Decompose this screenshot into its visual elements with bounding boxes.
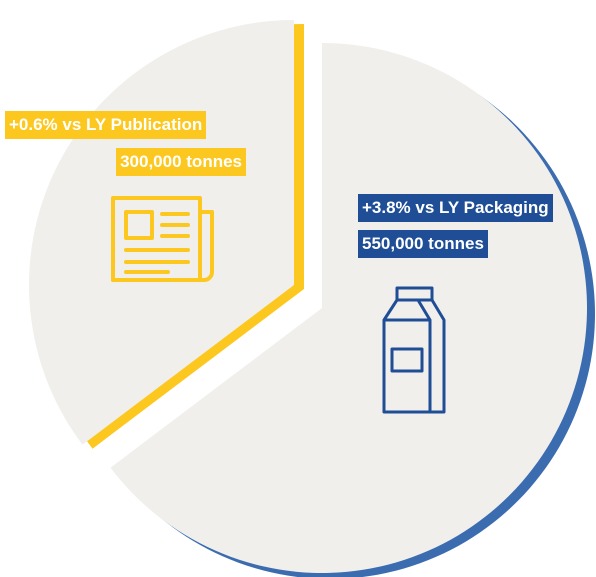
category: Publication	[110, 115, 203, 134]
carton-fold	[384, 299, 432, 412]
publication-value: 300,000 tonnes	[116, 148, 246, 176]
carton-cap	[395, 286, 434, 302]
change: +3.8% vs LY	[362, 198, 459, 217]
carton-icon	[382, 286, 446, 414]
category: Packaging	[463, 198, 549, 217]
packaging-label: +3.8% vs LY Packaging	[358, 194, 553, 222]
newspaper-lines	[124, 212, 190, 274]
newspaper-photo	[124, 210, 154, 240]
packaging-value: 550,000 tonnes	[358, 230, 488, 258]
value-label: 550,000 tonnes	[362, 234, 484, 253]
pie	[29, 20, 595, 577]
carton-label	[390, 347, 424, 373]
newspaper-back	[111, 210, 214, 282]
publication-label: +0.6% vs LY Publication	[5, 111, 207, 139]
change: +0.6% vs LY	[9, 115, 106, 134]
newspaper-icon	[111, 196, 214, 282]
value-label: 300,000 tonnes	[120, 152, 242, 171]
slice	[110, 43, 587, 573]
